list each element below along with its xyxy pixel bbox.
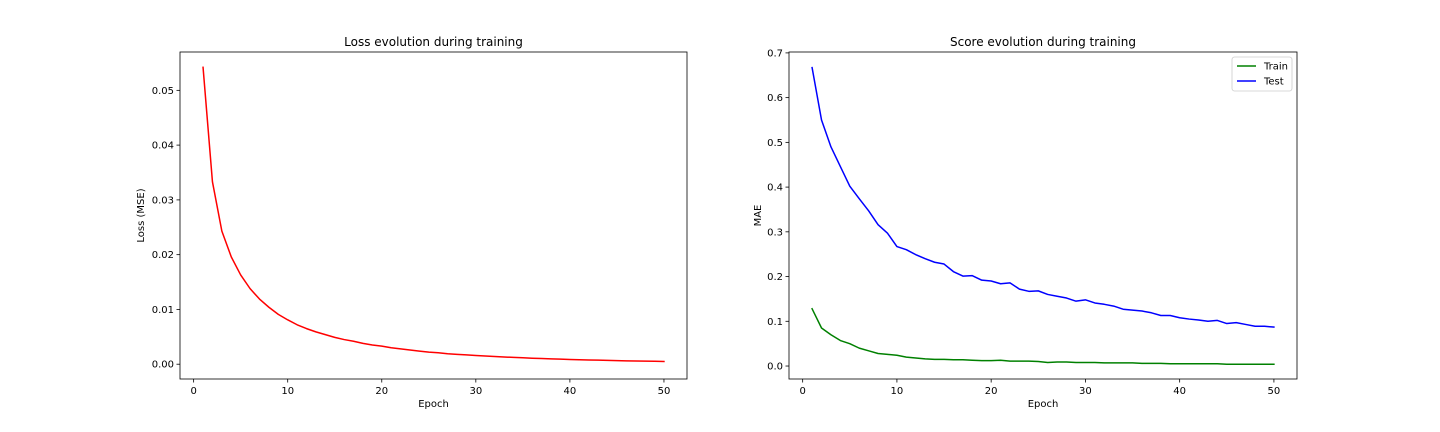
y-tick-label: 0.0 [767,362,783,373]
x-tick-label: 10 [281,386,294,397]
legend: Train Test [1231,56,1293,92]
series-line-test [811,66,1275,328]
x-tick-label: 30 [469,386,482,397]
plot-frame [179,51,688,380]
y-tick-label: 0.2 [767,272,783,283]
x-tick-label: 0 [190,386,196,397]
x-tick-label: 20 [985,386,998,397]
y-axis-label: Loss (MSE) [136,188,147,242]
y-tick-label: 0.02 [152,250,174,261]
chart-panel-1: Loss evolution during training 0 10 20 30 40 5… [136,35,688,410]
series-line-1 [202,66,665,363]
y-tick-label: 0.03 [152,195,174,206]
legend-label-train: Train [1263,62,1288,73]
x-axis-label: Epoch [418,399,449,410]
y-tick-label: 0.7 [767,48,783,59]
chart-title: Score evolution during training [950,35,1136,49]
x-tick-label: 20 [375,386,388,397]
x-axis-label: Epoch [1028,399,1059,410]
y-tick-label: 0.3 [767,227,783,238]
y-tick-label: 0.04 [152,141,174,152]
x-tick-label: 0 [799,386,805,397]
chart-panel-2: Score evolution during training 0 10 20 30 40… [753,35,1298,410]
y-tick-label: 0.1 [767,317,783,328]
y-tick-label: 0.01 [152,305,174,316]
series-line-train [811,307,1275,365]
y-tick-label: 0.6 [767,93,783,104]
x-tick-label: 10 [891,386,904,397]
y-tick-label: 0.5 [767,138,783,149]
x-tick-label: 40 [564,386,577,397]
y-axis-label: MAE [753,205,764,227]
x-tick-label: 40 [1173,386,1186,397]
x-tick-label: 30 [1079,386,1092,397]
y-tick-label: 0.05 [152,86,174,97]
legend-label-test: Test [1263,77,1284,88]
x-tick-label: 50 [658,386,671,397]
x-tick-label: 50 [1268,386,1281,397]
y-tick-label: 0.00 [152,360,174,371]
y-tick-label: 0.4 [767,183,783,194]
plot-frame [788,51,1298,380]
chart-title: Loss evolution during training [344,35,523,49]
chart-panels: Loss evolution during training 0 10 20 30 40 5… [136,35,1298,410]
